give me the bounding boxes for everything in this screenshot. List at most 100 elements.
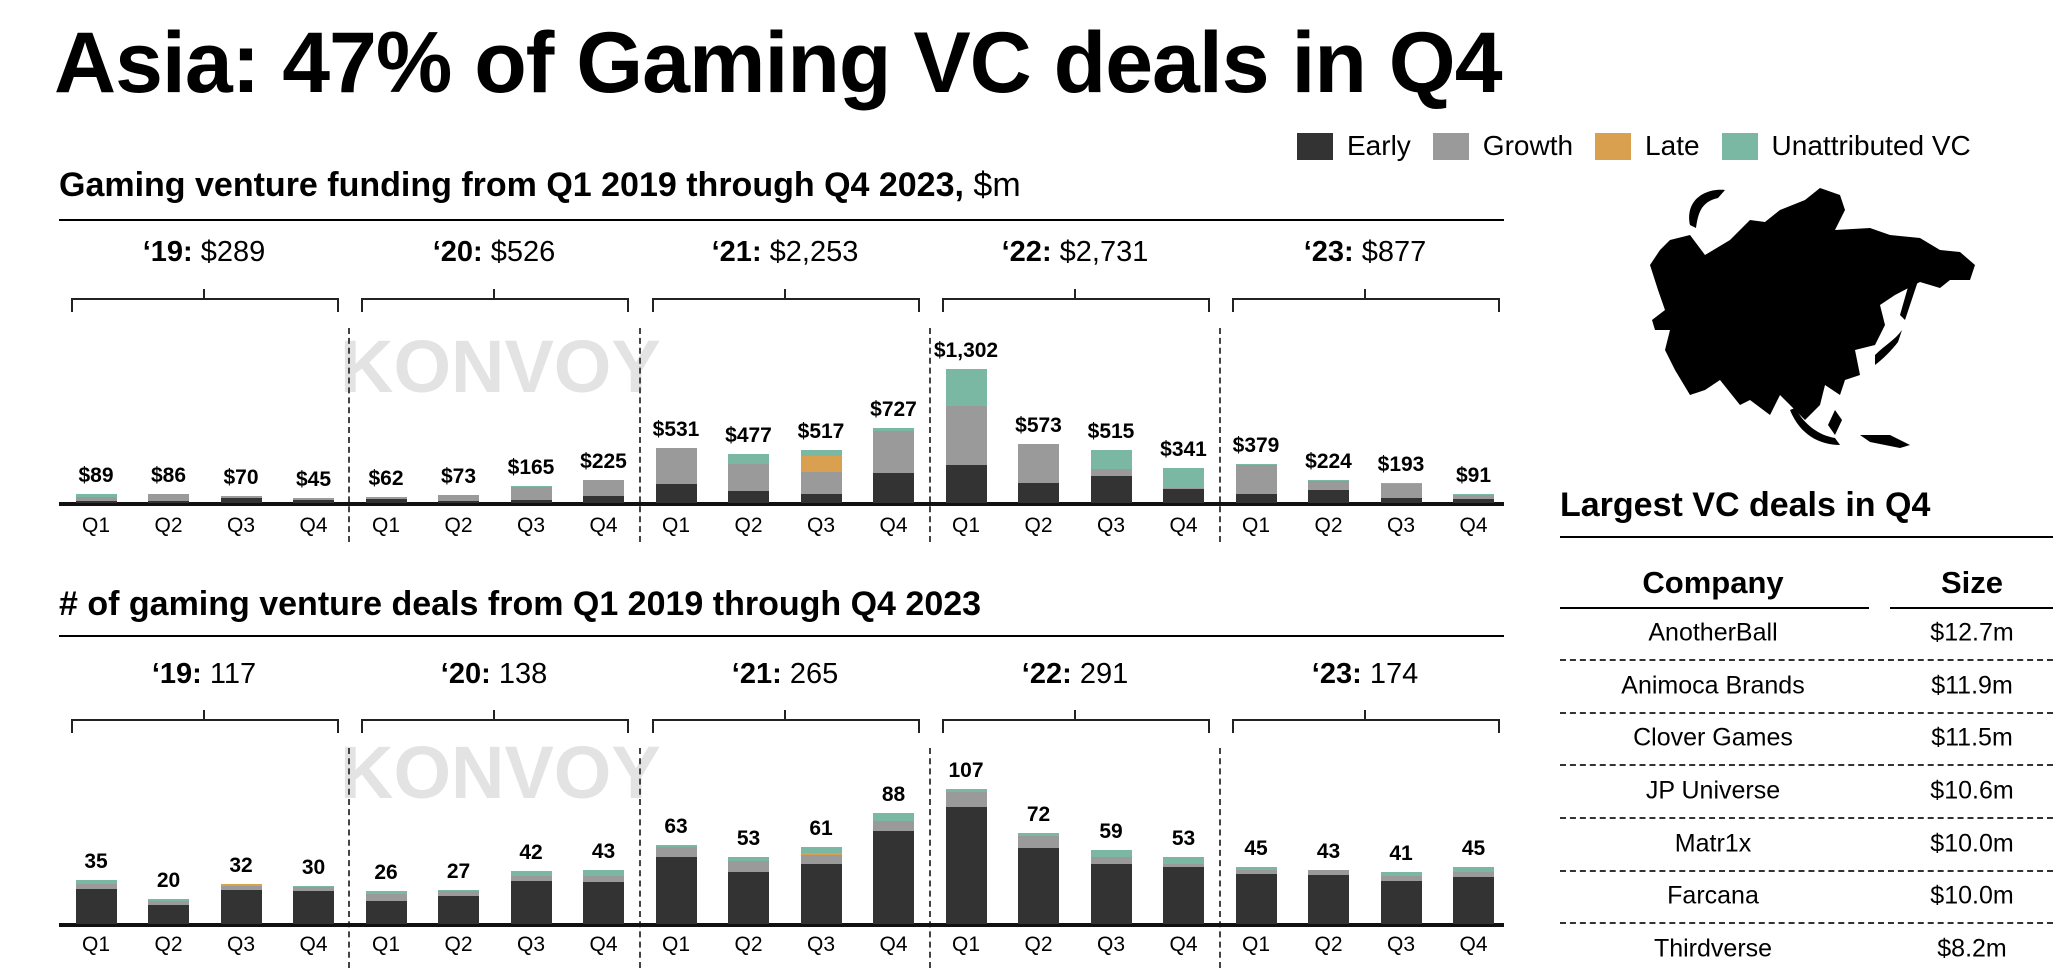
year-separator bbox=[639, 748, 641, 968]
bar-segment-growth bbox=[1090, 857, 1132, 864]
table-cell-company: AnotherBall bbox=[1648, 618, 1778, 647]
table-cell-company: JP Universe bbox=[1645, 776, 1781, 805]
bar-total-label: 53 bbox=[1171, 827, 1196, 851]
bar-total-label: 53 bbox=[736, 827, 761, 851]
year-label: ‘19: $289 bbox=[143, 236, 266, 269]
table-cell-size: $8.2m bbox=[1937, 934, 2007, 963]
table-cell-size: $12.7m bbox=[1930, 618, 2014, 647]
bar-segment-early bbox=[220, 498, 262, 503]
bar-segment-growth bbox=[75, 496, 117, 502]
x-tick-label: Q3 bbox=[1096, 514, 1126, 537]
bar-segment-growth bbox=[510, 876, 552, 882]
x-axis bbox=[59, 502, 1504, 506]
x-tick-label: Q4 bbox=[1459, 933, 1488, 956]
bar-segment-early bbox=[583, 882, 624, 924]
bar-segment-early bbox=[1235, 873, 1277, 924]
row-divider bbox=[1560, 922, 2053, 924]
x-tick-label: Q3 bbox=[1096, 933, 1126, 956]
bar-segment-growth bbox=[1090, 469, 1132, 476]
table-cell-size: $10.6m bbox=[1930, 776, 2014, 805]
konvoy-watermark: KONVOY bbox=[340, 325, 661, 408]
bar-segment-unattributed-vc bbox=[75, 879, 117, 884]
bar-segment-unattributed-vc bbox=[1090, 849, 1132, 858]
year-separator bbox=[1219, 748, 1221, 968]
bar-segment-early bbox=[1018, 848, 1059, 924]
bar-total-label: $45 bbox=[295, 468, 332, 492]
year-separator bbox=[348, 748, 350, 968]
year: ‘23: bbox=[1303, 236, 1354, 268]
bar-segment-early bbox=[75, 501, 117, 503]
bar-segment-unattributed-vc bbox=[1453, 493, 1494, 495]
header-rule-size bbox=[1890, 607, 2053, 609]
bar-segment-early bbox=[873, 473, 914, 503]
bar-total-label: 27 bbox=[446, 859, 471, 883]
bar-segment-early bbox=[800, 863, 842, 924]
year: ‘22: bbox=[1001, 236, 1052, 268]
x-tick-label: Q2 bbox=[444, 514, 473, 537]
x-tick-label: Q3 bbox=[806, 514, 836, 537]
bar-total-label: $517 bbox=[797, 419, 845, 443]
year: ‘21: bbox=[731, 658, 782, 690]
bar-total-label: $86 bbox=[150, 464, 187, 488]
bar-segment-unattributed-vc bbox=[148, 898, 189, 902]
year: ‘23: bbox=[1311, 658, 1362, 690]
bar-segment-unattributed-vc bbox=[873, 428, 914, 431]
x-tick-label: Q2 bbox=[1314, 514, 1343, 537]
bar-segment-early bbox=[1308, 874, 1349, 924]
year-total: 265 bbox=[781, 658, 839, 690]
legend-swatch-unattributed bbox=[1721, 132, 1758, 160]
bar-total-label: $91 bbox=[1455, 463, 1492, 487]
bar-segment-early bbox=[365, 498, 407, 503]
year-brace bbox=[361, 719, 629, 733]
bar-segment-unattributed-vc bbox=[655, 844, 697, 848]
x-tick-label: Q4 bbox=[879, 933, 908, 956]
year-total: 117 bbox=[201, 658, 257, 690]
bar-segment-growth bbox=[655, 847, 697, 858]
bar-segment-growth bbox=[220, 495, 262, 499]
bar-segment-early bbox=[945, 464, 987, 503]
table-cell-company: Animoca Brands bbox=[1621, 671, 1805, 700]
bar-segment-growth bbox=[583, 876, 624, 883]
year-label: ‘21: $2,253 bbox=[712, 236, 859, 269]
bar-segment-growth bbox=[728, 463, 769, 491]
bar-segment-growth bbox=[1380, 876, 1422, 882]
table-cell-size: $11.5m bbox=[1931, 723, 2013, 752]
bar-segment-late bbox=[800, 456, 842, 472]
bar-segment-growth bbox=[945, 406, 987, 465]
year-total: $2,731 bbox=[1051, 236, 1149, 268]
x-axis bbox=[59, 923, 1504, 927]
bar-total-label: $165 bbox=[507, 456, 555, 479]
bar-total-label: 61 bbox=[809, 817, 833, 841]
bar-segment-unattributed-vc bbox=[510, 486, 552, 488]
year-brace bbox=[71, 298, 339, 312]
year-brace-tick bbox=[493, 710, 495, 720]
bar-segment-early bbox=[75, 888, 117, 924]
bar-total-label: 42 bbox=[519, 841, 543, 865]
bar-total-label: 45 bbox=[1244, 837, 1268, 861]
legend-label: Late bbox=[1645, 130, 1700, 161]
bar-total-label: $193 bbox=[1377, 453, 1425, 477]
x-tick-label: Q2 bbox=[1024, 933, 1053, 956]
bar-segment-growth bbox=[75, 883, 117, 889]
bar-segment-early bbox=[728, 490, 769, 503]
year-brace-tick bbox=[203, 289, 205, 299]
x-tick-label: Q2 bbox=[154, 933, 183, 956]
year: ‘19: bbox=[151, 658, 202, 690]
bar-segment-early bbox=[1453, 877, 1494, 924]
bar-segment-growth bbox=[1453, 494, 1494, 499]
bar-total-label: 43 bbox=[1316, 839, 1341, 863]
table-cell-size: $11.9m bbox=[1931, 671, 2013, 700]
bar-segment-growth bbox=[365, 496, 407, 499]
year-total: $526 bbox=[482, 236, 556, 268]
column-header-company: Company bbox=[1642, 565, 1784, 600]
bar-total-label: $477 bbox=[725, 423, 772, 447]
bar-total-label: $531 bbox=[652, 418, 700, 442]
bar-segment-unattributed-vc bbox=[510, 871, 552, 877]
bar-segment-growth bbox=[1308, 869, 1349, 875]
bar-segment-growth bbox=[1235, 869, 1277, 874]
bar-segment-early bbox=[1090, 475, 1132, 503]
bar-total-label: 41 bbox=[1389, 842, 1413, 866]
bar-segment-early bbox=[728, 872, 769, 924]
year-brace-tick bbox=[1364, 710, 1366, 720]
bar-total-label: $73 bbox=[440, 465, 477, 489]
